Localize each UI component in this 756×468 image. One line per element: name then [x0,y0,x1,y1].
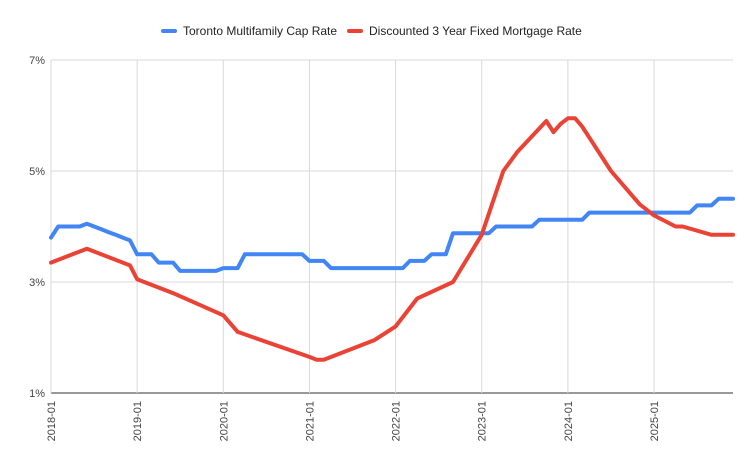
y-tick-label: 7% [29,55,45,67]
grid [50,59,733,394]
axes: 1% 3% 5% 7% 2018-01 2019-01 2020-01 2021-01 2022… [29,55,661,441]
legend-label: Toronto Multifamily Cap Rate [183,24,337,38]
series-line-2 [49,116,735,362]
y-tick-label: 5% [29,166,45,178]
legend-label: Discounted 3 Year Fixed Mortgage Rate [369,24,582,38]
x-tick-label: 2018-01 [46,401,58,441]
x-tick-label: 2020-01 [218,401,230,441]
x-tick-label: 2023-01 [477,401,489,441]
x-tick-label: 2021-01 [304,401,316,441]
x-tick-label: 2024-01 [563,401,575,441]
legend: Toronto Multifamily Cap Rate Discounted 3… [161,24,582,38]
x-tick-label: 2022-01 [391,401,403,441]
series-lines [49,116,735,362]
series-line-1 [49,196,735,273]
x-tick-label: 2019-01 [132,401,144,441]
x-tick-label: 2025-01 [649,401,661,441]
y-tick-label: 3% [29,277,45,289]
y-tick-label: 1% [29,388,45,400]
